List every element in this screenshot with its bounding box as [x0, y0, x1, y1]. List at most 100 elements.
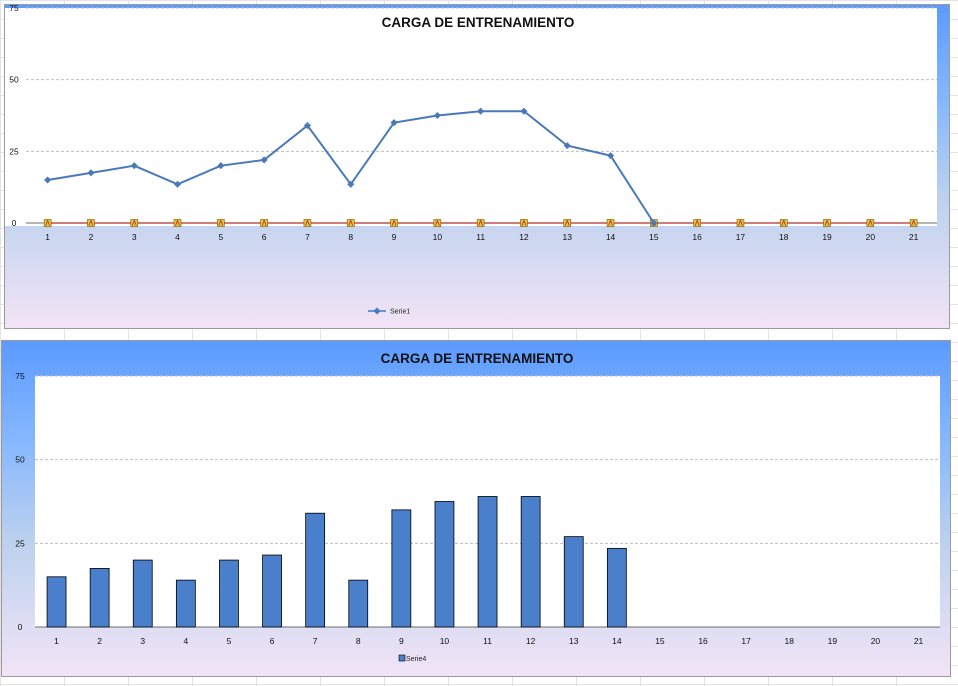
- x-tick-label: 18: [785, 636, 795, 646]
- chart-title: CARGA DE ENTRENAMIENTO: [381, 351, 574, 366]
- x-tick-label: 4: [175, 232, 180, 242]
- x-tick-label: 9: [392, 232, 397, 242]
- bar: [219, 559, 239, 628]
- x-tick-label: 11: [476, 232, 485, 242]
- bar: [89, 568, 110, 628]
- bar: [305, 512, 326, 628]
- y-tick-label: 0: [12, 218, 17, 228]
- baseline-marker-glyph: [305, 219, 310, 226]
- bar: [477, 496, 498, 628]
- bar: [348, 579, 369, 628]
- baseline-marker-glyph: [88, 219, 94, 226]
- x-tick-label: 7: [305, 232, 310, 242]
- data-point: [44, 176, 52, 184]
- x-tick-label: 13: [563, 232, 573, 242]
- legend: Serie4: [398, 654, 426, 663]
- baseline-marker-glyph: [131, 219, 137, 226]
- y-tick-label: 50: [15, 455, 25, 465]
- x-tick-label: 10: [440, 636, 450, 646]
- bar: [606, 547, 627, 628]
- baseline-marker-glyph: [608, 219, 613, 226]
- x-tick-label: 1: [54, 636, 59, 646]
- x-tick-label: 14: [612, 636, 622, 646]
- legend-swatch: [398, 654, 406, 662]
- x-tick-label: 20: [871, 636, 881, 646]
- legend-label: Serie1: [390, 309, 410, 316]
- x-tick-label: 7: [313, 636, 318, 646]
- x-tick-label: 2: [89, 232, 94, 242]
- y-tick-label: 0: [18, 622, 23, 632]
- baseline-marker-glyph: [434, 219, 440, 226]
- bar: [391, 509, 412, 628]
- baseline-marker-glyph: [261, 219, 267, 226]
- baseline-marker-glyph: [348, 219, 354, 226]
- x-tick-label: 21: [914, 636, 924, 646]
- legend-label: Serie4: [406, 656, 426, 663]
- x-tick-label: 5: [227, 636, 232, 646]
- baseline-marker-glyph: [867, 219, 873, 226]
- data-point: [477, 107, 485, 115]
- baseline-marker-glyph: [45, 219, 51, 226]
- data-point: [520, 107, 528, 115]
- x-tick-label: 3: [132, 232, 137, 242]
- baseline-marker-glyph: [911, 219, 917, 226]
- x-tick-label: 6: [262, 232, 267, 242]
- x-tick-label: 16: [692, 232, 702, 242]
- bar: [175, 579, 196, 628]
- data-point: [130, 162, 138, 170]
- y-tick-label: 75: [9, 5, 19, 13]
- data-point: [563, 142, 571, 150]
- x-tick-label: 9: [399, 636, 404, 646]
- x-tick-label: 3: [140, 636, 145, 646]
- x-tick-label: 5: [218, 232, 223, 242]
- baseline-marker-glyph: [824, 219, 830, 226]
- x-tick-label: 8: [348, 232, 353, 242]
- x-tick-label: 17: [741, 636, 751, 646]
- data-point: [650, 219, 658, 227]
- baseline-marker-glyph: [175, 219, 180, 226]
- x-tick-label: 8: [356, 636, 361, 646]
- x-tick-label: 15: [655, 636, 665, 646]
- chart-title: CARGA DE ENTRENAMIENTO: [382, 15, 575, 30]
- legend-marker: [373, 307, 381, 315]
- y-tick-label: 25: [9, 146, 19, 156]
- data-point: [607, 152, 615, 160]
- y-tick-label: 25: [15, 538, 25, 548]
- x-tick-label: 10: [433, 232, 443, 242]
- data-point: [87, 169, 95, 177]
- x-tick-label: 11: [483, 636, 492, 646]
- x-tick-label: 12: [526, 636, 536, 646]
- legend: Serie1: [368, 307, 410, 316]
- x-tick-label: 16: [698, 636, 708, 646]
- data-point: [174, 180, 182, 188]
- bar: [262, 554, 282, 628]
- data-point: [390, 119, 398, 127]
- baseline-marker-glyph: [694, 219, 700, 226]
- x-tick-label: 20: [866, 232, 876, 242]
- x-tick-label: 4: [183, 636, 188, 646]
- bar: [132, 559, 153, 628]
- x-tick-label: 21: [909, 232, 919, 242]
- x-tick-label: 12: [519, 232, 529, 242]
- baseline-marker-glyph: [391, 219, 397, 226]
- bar: [563, 536, 584, 628]
- x-tick-label: 13: [569, 636, 579, 646]
- y-tick-label: 50: [9, 75, 19, 85]
- x-tick-label: 14: [606, 232, 616, 242]
- x-tick-label: 17: [736, 232, 746, 242]
- data-point: [260, 156, 268, 164]
- x-tick-label: 19: [828, 636, 838, 646]
- plot-area: [5, 8, 937, 226]
- bar: [520, 496, 541, 628]
- data-point: [347, 180, 355, 188]
- x-tick-label: 1: [45, 232, 50, 242]
- x-tick-label: 2: [97, 636, 102, 646]
- data-point: [433, 111, 441, 120]
- x-tick-label: 15: [649, 232, 659, 242]
- bar: [46, 576, 67, 628]
- baseline-marker-glyph: [738, 219, 743, 226]
